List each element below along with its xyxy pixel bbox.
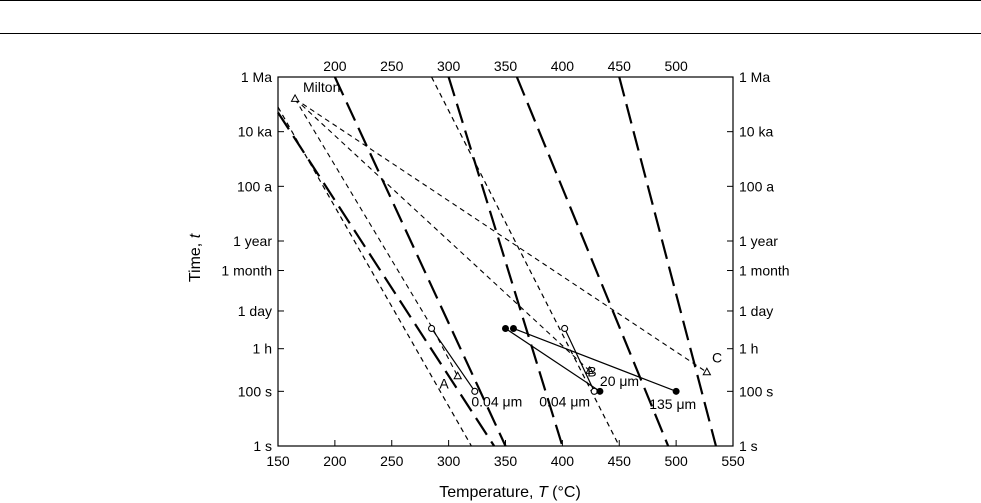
- x-tick-label-top: 300: [437, 58, 461, 74]
- y-tick-label-right: 1 month: [739, 263, 790, 279]
- y-tick-label-right: 100 a: [739, 178, 774, 194]
- triangle-point: [290, 93, 300, 102]
- isoline-short-dash: [431, 76, 620, 447]
- x-tick-label-bottom: 300: [437, 453, 461, 469]
- annotation-label: B: [587, 363, 596, 379]
- annotation-label: A: [439, 376, 449, 392]
- x-tick-label-bottom: 350: [494, 453, 518, 469]
- markers: [290, 93, 712, 395]
- triangle-point: [453, 371, 463, 380]
- isoline-long-dash: [447, 76, 564, 447]
- x-tick-label-top: 350: [494, 58, 518, 74]
- x-tick-label-top: 200: [323, 58, 347, 74]
- y-axis-label: Time, t: [187, 233, 204, 282]
- x-axis-label-var: T: [538, 484, 549, 501]
- triangle-point: [702, 367, 712, 376]
- y-tick-label-left: 1 year: [233, 233, 272, 249]
- y-tick-label-left: 100 s: [238, 383, 272, 399]
- y-tick-label-right: 1 h: [739, 341, 758, 357]
- solid-path: [431, 328, 476, 392]
- filled-circle-point: [502, 324, 509, 332]
- isoline-long-dash: [333, 76, 507, 447]
- x-tick-label-top: 250: [380, 58, 404, 74]
- y-axis-label-prefix: Time,: [187, 238, 204, 282]
- x-tick-label-bottom: 450: [608, 453, 632, 469]
- x-tick-label-top: 500: [664, 58, 688, 74]
- y-tick-label-left: 1 day: [238, 303, 272, 319]
- solid-path: [513, 327, 677, 392]
- isolines: [277, 76, 718, 447]
- annotation-label: 135 μm: [649, 396, 696, 412]
- y-tick-label-left: 10 ka: [238, 124, 272, 140]
- annotation-label: Milton: [303, 79, 340, 95]
- header-rule: [0, 33, 981, 34]
- x-tick-label-bottom: 150: [266, 453, 290, 469]
- open-circle-point: [428, 324, 436, 333]
- milton-path: [294, 98, 708, 373]
- open-circle-point: [471, 387, 479, 395]
- x-tick-label-bottom: 550: [721, 453, 745, 469]
- y-tick-label-left: 1 Ma: [241, 69, 272, 85]
- milton-path: [294, 98, 591, 372]
- x-axis-label: Temperature, T (°C): [439, 484, 581, 501]
- paths: [294, 98, 708, 392]
- annotation-label: 0.04 μm: [471, 393, 522, 409]
- y-tick-label-right: 1 s: [739, 438, 758, 454]
- y-tick-label-right: 100 s: [739, 383, 773, 399]
- isoline-short-dash: [277, 106, 472, 447]
- annotation-label: 0.04 μm: [539, 393, 590, 409]
- y-tick-label-right: 1 Ma: [739, 69, 770, 85]
- isoline-long-dash: [515, 76, 670, 447]
- axes: [277, 76, 734, 447]
- y-tick-label-right: 1 year: [739, 233, 778, 249]
- annotation-label: C: [712, 350, 722, 366]
- x-tick-label-top: 400: [551, 58, 575, 74]
- annotation-label: 20 μm: [600, 373, 639, 389]
- x-tick-label-bottom: 250: [380, 453, 404, 469]
- y-tick-label-right: 10 ka: [739, 124, 773, 140]
- y-axis-label-var: t: [187, 233, 204, 238]
- filled-circle-point: [509, 324, 517, 332]
- y-tick-label-left: 1 h: [253, 341, 272, 357]
- y-tick-label-left: 1 month: [221, 263, 272, 279]
- y-tick-label-left: 1 s: [253, 438, 272, 454]
- milton-path: [294, 98, 459, 377]
- x-tick-label-bottom: 200: [323, 453, 347, 469]
- isoline-long-dash: [277, 111, 496, 447]
- filled-circle-point: [672, 387, 680, 395]
- plot-frame: [277, 76, 734, 447]
- x-tick-label-top: 450: [608, 58, 632, 74]
- x-axis-label-unit: (°C): [548, 484, 581, 501]
- open-circle-point: [590, 387, 598, 395]
- y-tick-label-left: 100 a: [237, 178, 272, 194]
- filled-circle-point: [596, 387, 604, 395]
- x-tick-label-bottom: 500: [664, 453, 688, 469]
- x-axis-label-prefix: Temperature,: [439, 484, 538, 501]
- ticks: 150 200 250 300 350 400 450 500 550 200 250 300 350 4…: [221, 58, 789, 469]
- x-tick-label-bottom: 400: [551, 453, 575, 469]
- solid-path: [564, 328, 595, 392]
- triangle-point: [585, 365, 595, 374]
- annotations: Milton A B C 0.04 μm 0.04 μm 20 μm 135 μm: [303, 79, 722, 412]
- y-tick-label-right: 1 day: [739, 303, 773, 319]
- isoline-long-dash: [618, 76, 718, 447]
- solid-path: [505, 327, 601, 392]
- open-circle-point: [561, 324, 569, 333]
- top-rule: [0, 0, 981, 1]
